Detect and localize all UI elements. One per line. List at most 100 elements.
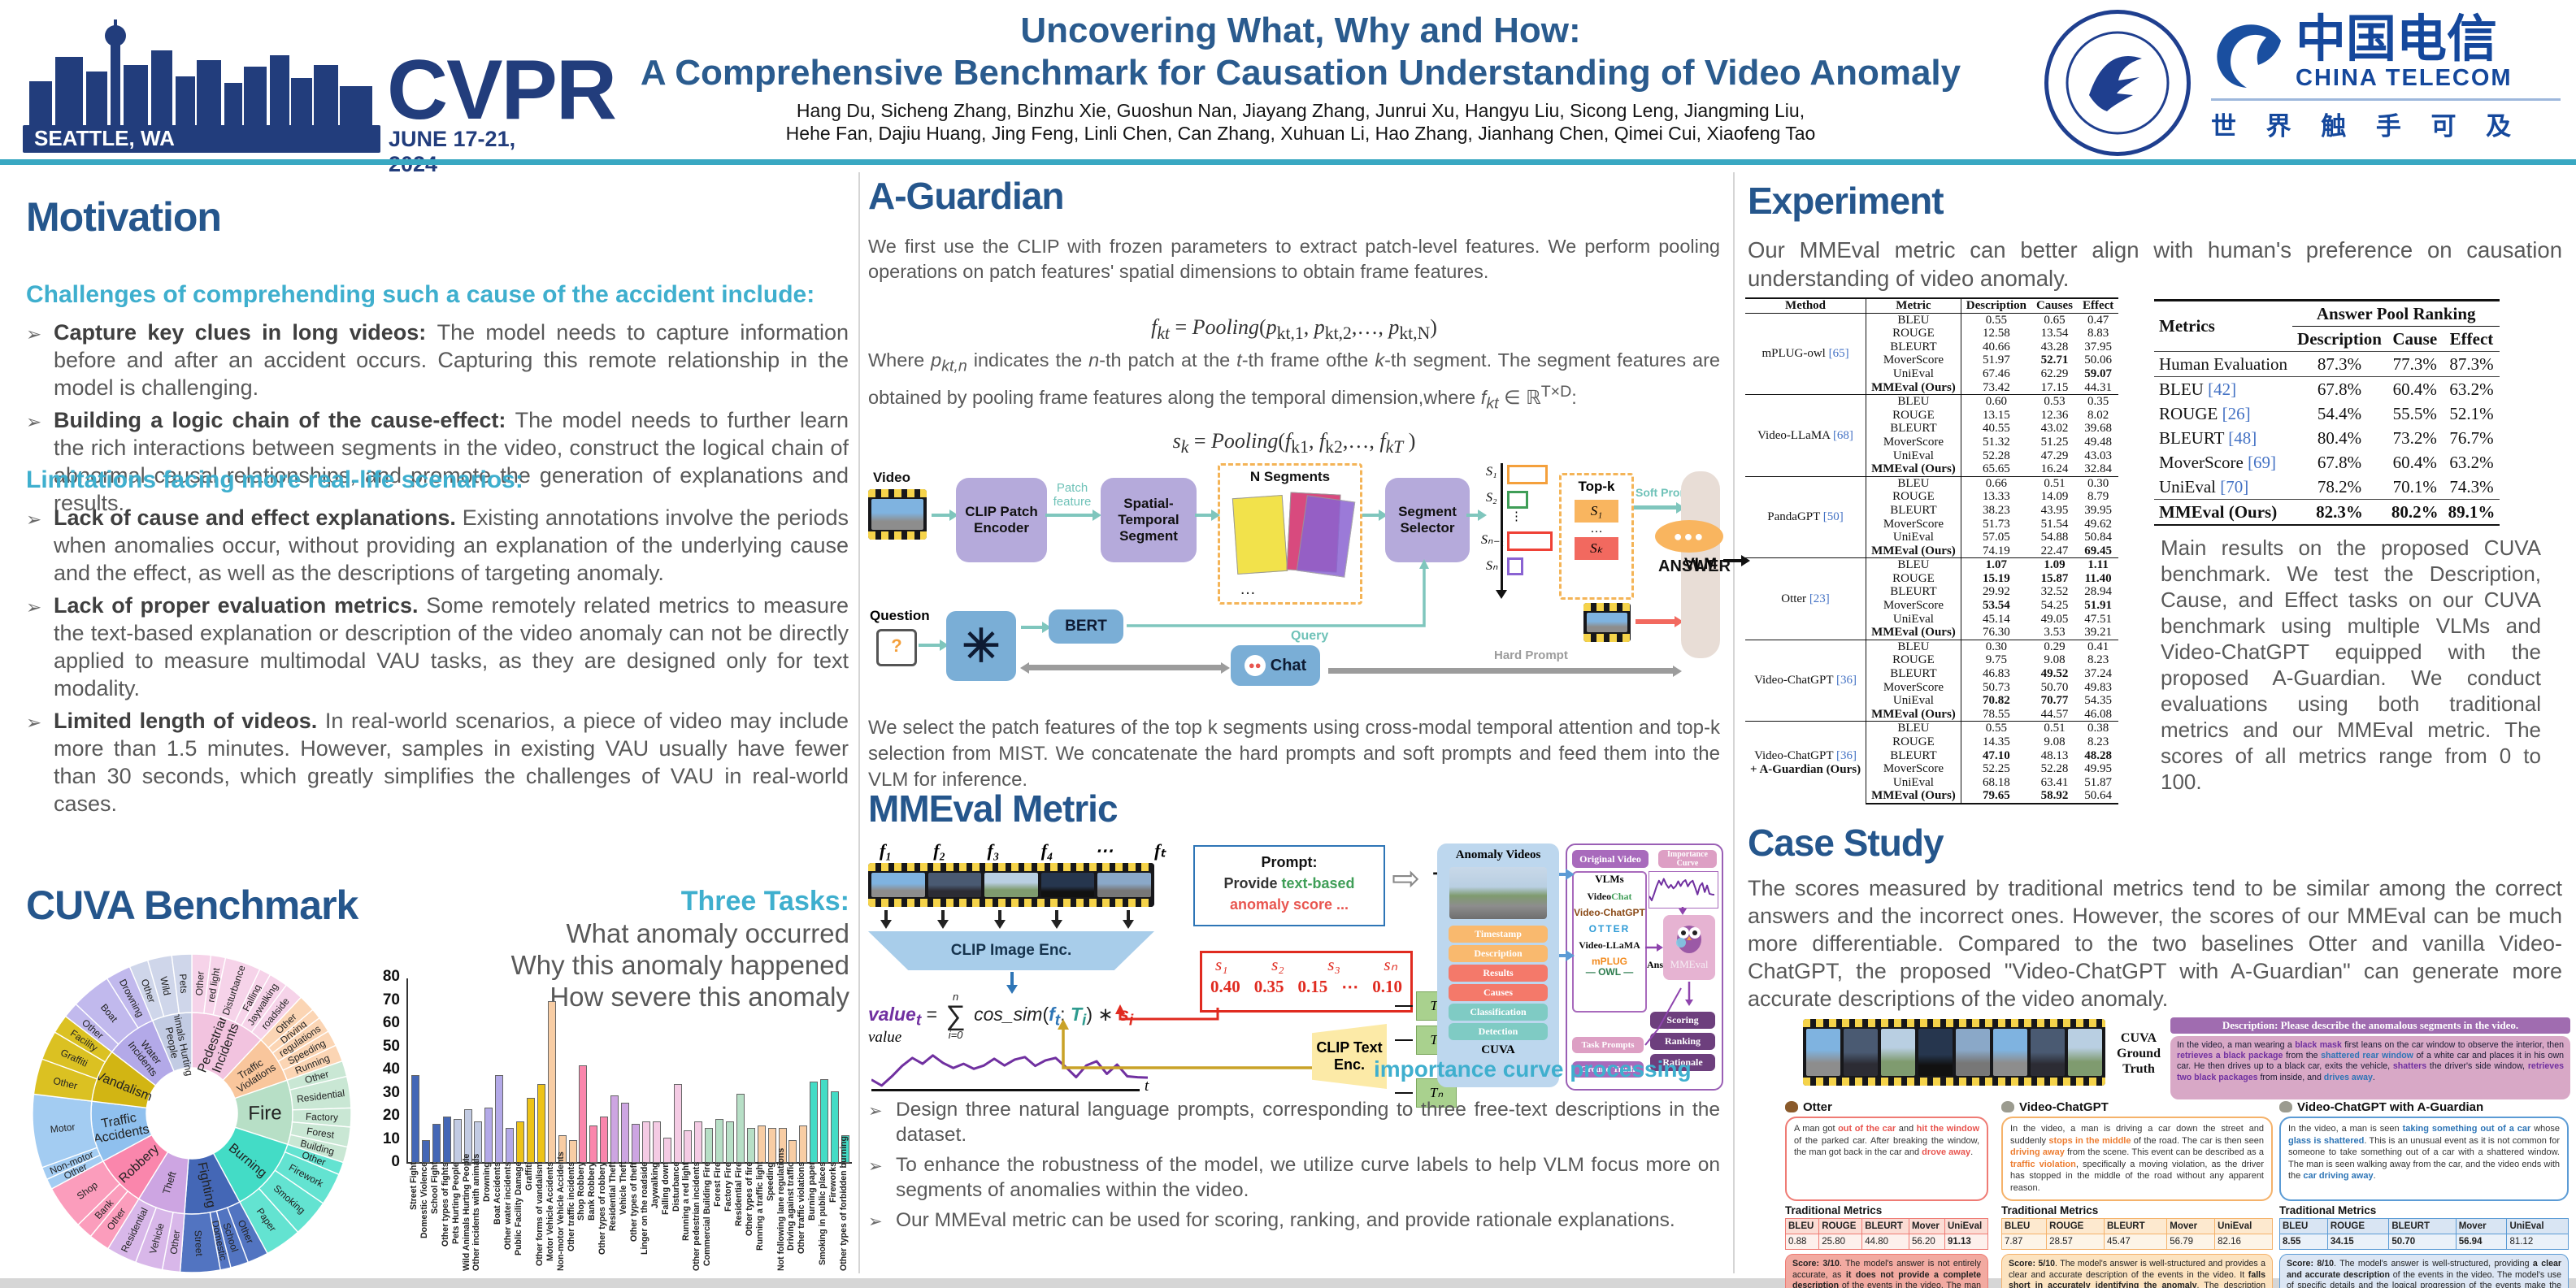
value-cell: 28.94	[2084, 585, 2113, 599]
answer-pool-ranking-header: Answer Pool Ranking	[2292, 299, 2500, 327]
value-cell: 46.08	[2084, 707, 2113, 721]
sn1-bar	[1507, 531, 1553, 551]
aguardian-para3: We select the patch features of the top …	[868, 717, 1720, 791]
list-item: ➢ To enhance the robustness of the model,…	[868, 1152, 1720, 1203]
bar	[495, 1074, 504, 1163]
value-cell: 12.58	[1983, 327, 2010, 340]
topk-s1: S₁	[1575, 500, 1618, 523]
value-cell: 70.77	[2040, 694, 2069, 708]
metric-cell: MMEval (Ours)	[1866, 789, 1961, 804]
video-frame	[1881, 1029, 1915, 1076]
title-block: Uncovering What, Why and How: A Comprehe…	[577, 10, 2024, 145]
metric-cell: ROUGE	[1866, 735, 1961, 749]
value-cell: 65.65	[1983, 462, 2010, 476]
chat-box: ●● Chat	[1231, 645, 1320, 686]
arrow-down-icon	[884, 910, 888, 922]
video-frame	[1040, 873, 1095, 897]
value-cell: 32.84	[2084, 462, 2113, 476]
score-symbol: s₃	[1327, 955, 1340, 974]
chat-label: Chat	[1270, 656, 1307, 674]
metric-cell: BLEURT	[1866, 340, 1961, 354]
bar	[579, 1065, 588, 1163]
traditional-metrics-table: BLEU ROUGE BLEURT Mover UniEval 0.88 25.80 44.8…	[1784, 1218, 1989, 1250]
metric-col-header: BLEU	[2000, 1218, 2048, 1234]
value-cell: 0.47	[2077, 312, 2119, 327]
value-cell: 0.41	[2077, 639, 2119, 654]
metric-cell: MoverScore	[1866, 680, 1961, 695]
task-item: How severe this anomaly	[550, 982, 849, 1012]
arrow-down-icon	[1055, 910, 1058, 922]
value-cell: 0.30	[1961, 639, 2031, 654]
method-cell: Video-ChatGPT [36]	[1745, 639, 1867, 722]
bar	[684, 1130, 693, 1163]
column-header: Description	[2297, 328, 2382, 349]
vlms-box: VLMs VideoChat Video-ChatGPT OTTER Video-LL…	[1572, 871, 1647, 1013]
value-cell: 38.23	[1983, 503, 2010, 517]
y-tick-label: 20	[382, 1107, 400, 1124]
anomaly-scores-box: s₁ s₂ s₃ sₙ 0.40 0.35 0.15 ⋯ 0.10	[1200, 951, 1413, 1013]
value-cell: 51.54	[2040, 517, 2069, 531]
metric-value: 81.12	[2506, 1234, 2569, 1250]
hard-prompt-arrow	[1328, 668, 1675, 674]
metric-cell: MMEval (Ours)	[1866, 626, 1961, 640]
item-lead: Lack of cause and effect explanations.	[54, 505, 463, 530]
item-text: The model needs to capture information b…	[54, 320, 849, 400]
bar	[484, 1107, 493, 1163]
value-cell: 47.51	[2084, 612, 2113, 626]
sunburst-label: Other	[52, 1075, 78, 1092]
experiment-caption: Main results on the proposed CUVA benchm…	[2161, 536, 2541, 794]
method-cell: Video-ChatGPT [36] + A-Guardian (Ours)	[1745, 721, 1867, 804]
clip-image-encoder: CLIP Image Enc.	[868, 931, 1154, 970]
bar	[516, 1121, 524, 1163]
arrow-bullet-icon: ➢	[26, 323, 42, 345]
traditional-metrics-label: Traditional Metrics	[1785, 1204, 1883, 1216]
column-header: Effect	[2077, 297, 2119, 314]
video-frame	[1844, 1029, 1878, 1076]
metric-cell: UniEval	[1866, 366, 1961, 381]
metric-cell: BLEU	[1866, 312, 1961, 327]
metric-value: 28.57	[2046, 1234, 2105, 1250]
sn-bar	[1507, 557, 1523, 575]
metric-cell: BLEURT	[1866, 585, 1961, 600]
bar	[411, 1074, 419, 1163]
value-cell: 0.51	[2031, 475, 2078, 491]
video-label: Video	[873, 470, 910, 485]
value-cell: 43.02	[2040, 422, 2069, 436]
metric-cell: MoverScore	[1866, 353, 1961, 367]
mmeval-bullets: ➢ Design three natural language prompts, …	[868, 1097, 1720, 1239]
crane-bird-icon	[2089, 56, 2142, 111]
bar	[841, 1134, 849, 1163]
value-cell: 60.4%	[2392, 452, 2437, 472]
value-cell: 9.75	[1985, 653, 2007, 667]
value-cell: 68.18	[1983, 775, 2010, 789]
value-cell: 45.14	[1983, 612, 2010, 626]
topk-sk: Sₖ	[1575, 537, 1618, 560]
evaluation-panel: Original Video Importance Curve VLMs Vid…	[1566, 843, 1723, 1091]
bar	[820, 1079, 829, 1163]
video-frame	[1097, 873, 1151, 897]
value-cell: 9.08	[2044, 653, 2066, 667]
casestudy-para: The scores measured by traditional metri…	[1748, 876, 2562, 1011]
bar	[810, 1082, 819, 1163]
score-value: 0.15	[1297, 977, 1328, 996]
bar	[432, 1123, 441, 1163]
segment-selector-box: Segment Selector	[1385, 478, 1470, 562]
value-cell: 11.40	[2084, 571, 2112, 585]
arrow-bullet-icon: ➢	[26, 411, 42, 432]
anomaly-video-thumbnail	[1449, 867, 1547, 919]
mmeval-diagram: f₁ f₂ f₃ f₄ ⋯ fₜ CLIP Image Enc. valuet = n ∑ i…	[868, 840, 1723, 1108]
value-cell: 49.83	[2084, 680, 2113, 694]
metric-value: 25.80	[1818, 1234, 1863, 1250]
sunburst-label: Forest	[306, 1125, 335, 1141]
bar	[453, 1118, 462, 1163]
model-name: Video-ChatGPT with A-Guardian	[2297, 1099, 2484, 1114]
value-cell: 13.54	[2040, 327, 2069, 340]
value-cell: 0.38	[2077, 721, 2119, 735]
item-text: Our MMEval metric can be used for scorin…	[896, 1209, 1675, 1231]
ground-truth-chip: Ground Truth	[1572, 1061, 1644, 1078]
video-frame	[1956, 1029, 1990, 1076]
mmeval-mascot-box: MMEval	[1663, 915, 1715, 980]
metric-cell: ROUGE	[1866, 653, 1961, 668]
metric-cell: MMEval (Ours)	[1866, 462, 1961, 477]
